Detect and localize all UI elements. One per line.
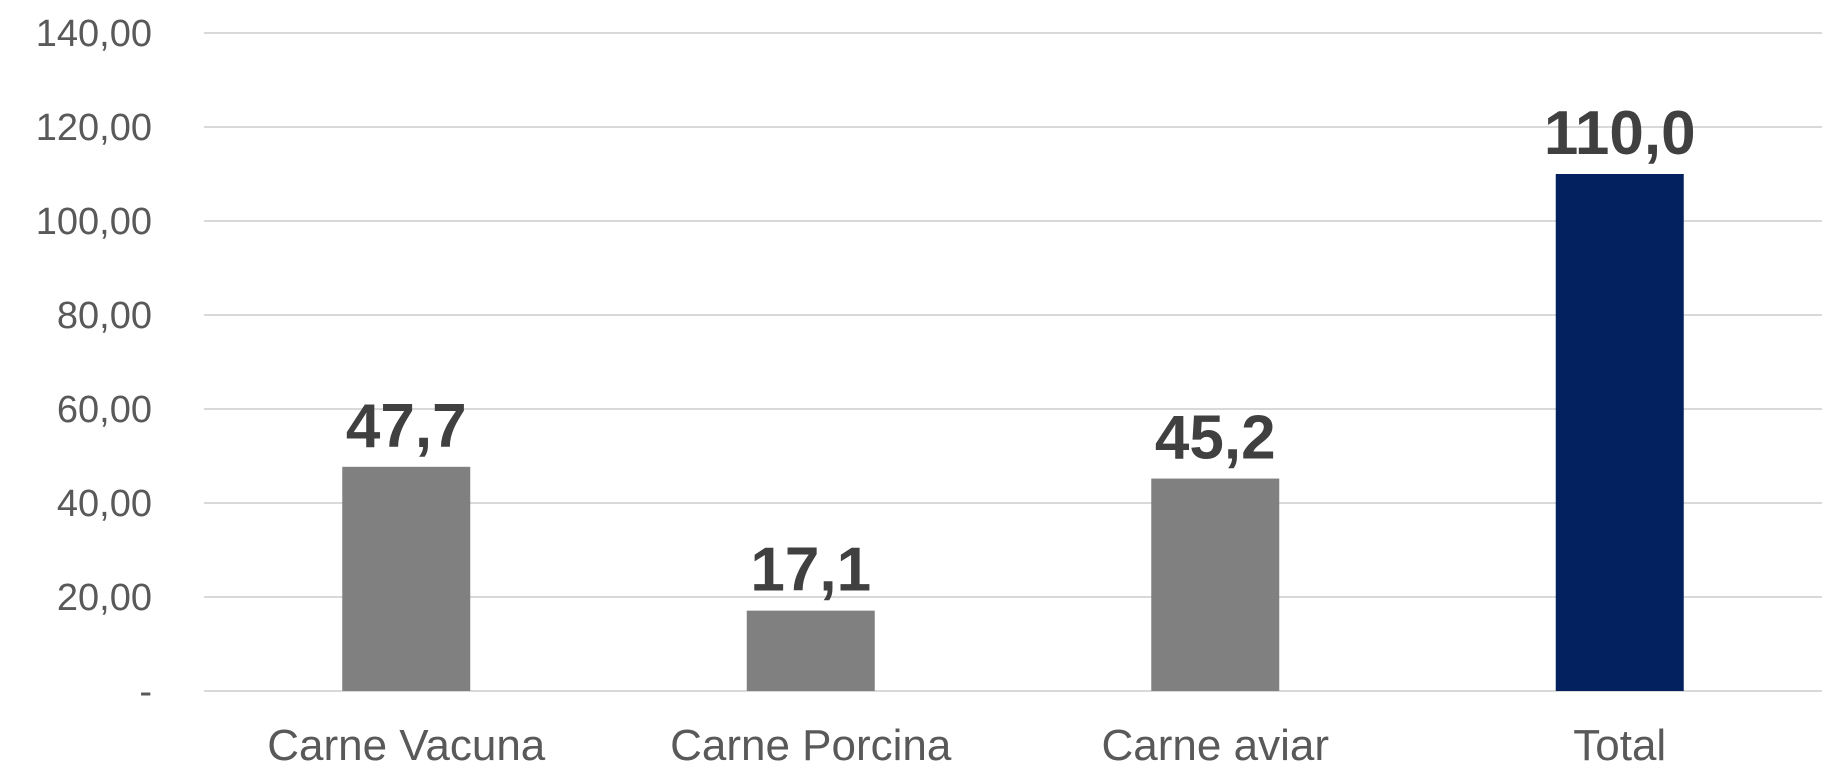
data-label: 45,2 [1155, 404, 1276, 473]
y-tick-label: 120,00 [36, 107, 152, 149]
data-label: 47,7 [346, 392, 467, 461]
bars [342, 174, 1684, 691]
x-tick-label: Carne Vacuna [267, 721, 546, 766]
x-tick-label: Total [1573, 721, 1666, 766]
gridlines [204, 32, 1822, 692]
x-axis-ticks: Carne Vacuna Carne Porcina Carne aviar Tota… [267, 721, 1666, 766]
y-tick-label: 140,00 [36, 13, 152, 55]
y-axis-ticks: - 20,00 40,00 60,00 80,00 100,00 120,00 140,00 [36, 13, 152, 713]
y-tick-label: 80,00 [57, 295, 152, 337]
data-label: 17,1 [750, 536, 871, 605]
bar-carne-vacuna [342, 466, 471, 691]
data-labels: 47,7 17,1 45,2 110,0 [346, 99, 1696, 605]
y-tick-label: - [139, 671, 152, 713]
y-tick-label: 60,00 [57, 389, 152, 431]
bar-carne-porcina [746, 610, 875, 691]
y-tick-label: 20,00 [57, 577, 152, 619]
x-tick-label: Carne Porcina [670, 721, 952, 766]
y-tick-label: 100,00 [36, 201, 152, 243]
x-tick-label: Carne aviar [1102, 721, 1329, 766]
y-tick-label: 40,00 [57, 483, 152, 525]
data-label: 110,0 [1544, 99, 1696, 168]
bar-carne-aviar [1151, 478, 1280, 691]
bar-total [1555, 174, 1684, 691]
